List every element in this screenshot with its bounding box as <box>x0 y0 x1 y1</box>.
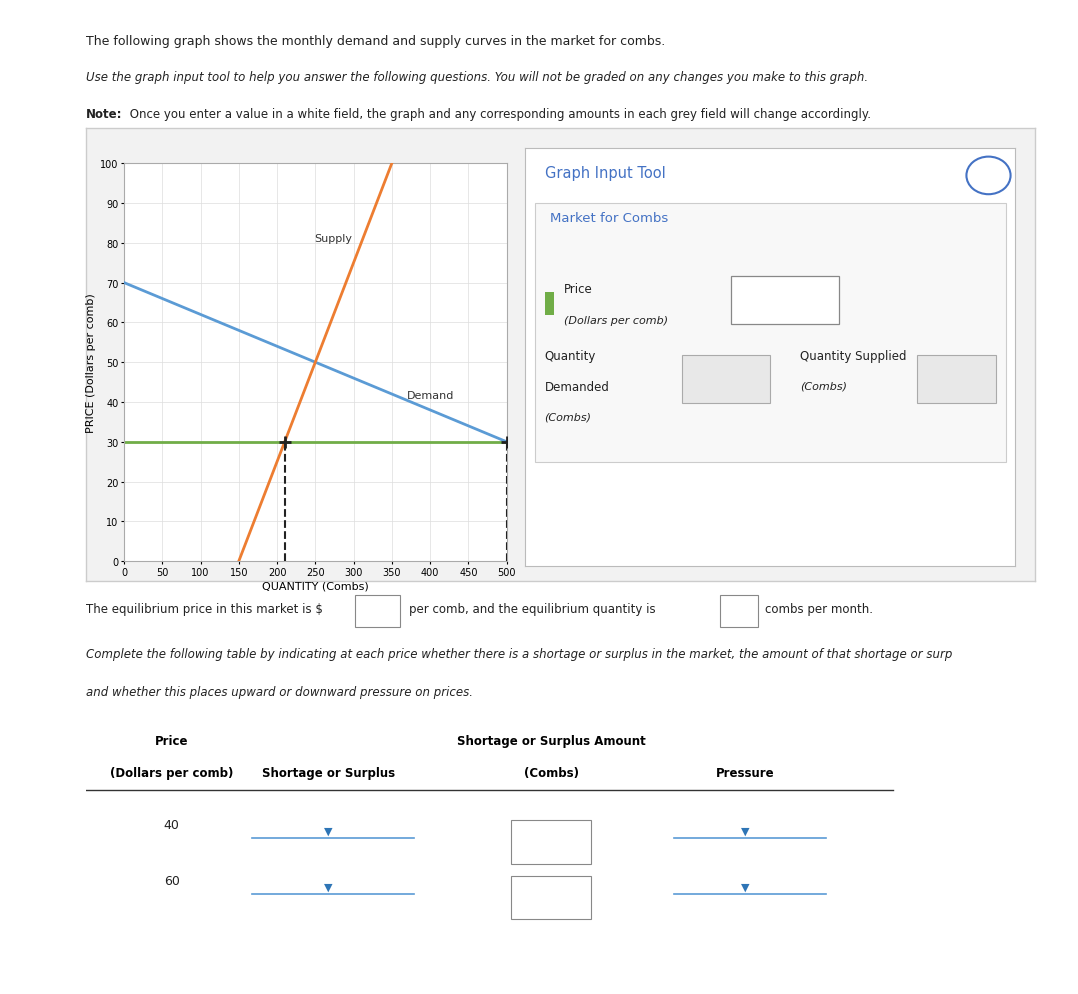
Text: Use the graph input tool to help you answer the following questions. You will no: Use the graph input tool to help you ans… <box>86 71 869 83</box>
Text: Shortage or Surplus Amount: Shortage or Surplus Amount <box>457 735 646 747</box>
Text: ▼: ▼ <box>742 826 750 836</box>
Text: Complete the following table by indicating at each price whether there is a shor: Complete the following table by indicati… <box>86 647 953 660</box>
Text: and whether this places upward or downward pressure on prices.: and whether this places upward or downwa… <box>86 685 473 698</box>
Text: Price: Price <box>155 735 189 747</box>
Y-axis label: PRICE (Dollars per comb): PRICE (Dollars per comb) <box>86 293 96 432</box>
Bar <box>511 820 592 864</box>
Text: 500: 500 <box>742 373 765 386</box>
Text: 210: 210 <box>969 373 994 386</box>
Text: (Combs): (Combs) <box>544 413 592 422</box>
Text: (Combs): (Combs) <box>800 381 846 391</box>
Bar <box>355 595 400 627</box>
Bar <box>511 876 592 919</box>
Text: Shortage or Surplus: Shortage or Surplus <box>262 766 395 779</box>
Text: Demanded: Demanded <box>544 381 609 394</box>
Text: 30: 30 <box>818 294 834 307</box>
Text: combs per month.: combs per month. <box>764 602 872 616</box>
Text: The following graph shows the monthly demand and supply curves in the market for: The following graph shows the monthly de… <box>86 35 665 48</box>
Circle shape <box>966 157 1010 195</box>
X-axis label: QUANTITY (Combs): QUANTITY (Combs) <box>262 581 369 591</box>
Text: Demand: Demand <box>407 391 455 401</box>
Bar <box>720 595 758 627</box>
Bar <box>535 204 1006 462</box>
Text: per comb, and the equilibrium quantity is: per comb, and the equilibrium quantity i… <box>409 602 655 616</box>
Text: Quantity Supplied: Quantity Supplied <box>800 350 907 363</box>
Text: Once you enter a value in a white field, the graph and any corresponding amounts: Once you enter a value in a white field,… <box>126 108 871 121</box>
Text: Supply: Supply <box>314 234 351 244</box>
Text: ?: ? <box>985 170 992 183</box>
Bar <box>731 276 839 324</box>
Text: Price: Price <box>564 282 593 295</box>
Text: ▼: ▼ <box>323 826 332 836</box>
Bar <box>917 356 996 404</box>
Text: (Combs): (Combs) <box>524 766 579 779</box>
Text: 40: 40 <box>164 818 180 831</box>
Text: ▼: ▼ <box>742 882 750 892</box>
Text: The equilibrium price in this market is $: The equilibrium price in this market is … <box>86 602 323 616</box>
Bar <box>682 356 770 404</box>
Text: (Dollars per comb): (Dollars per comb) <box>110 766 233 779</box>
Text: Graph Input Tool: Graph Input Tool <box>544 166 665 181</box>
Text: 60: 60 <box>164 874 180 887</box>
Text: Quantity: Quantity <box>544 350 596 363</box>
Text: Pressure: Pressure <box>716 766 775 779</box>
Bar <box>544 293 554 316</box>
Text: ▼: ▼ <box>323 882 332 892</box>
Text: (Dollars per comb): (Dollars per comb) <box>564 316 668 326</box>
Text: Note:: Note: <box>86 108 123 121</box>
Text: Market for Combs: Market for Combs <box>550 212 667 225</box>
